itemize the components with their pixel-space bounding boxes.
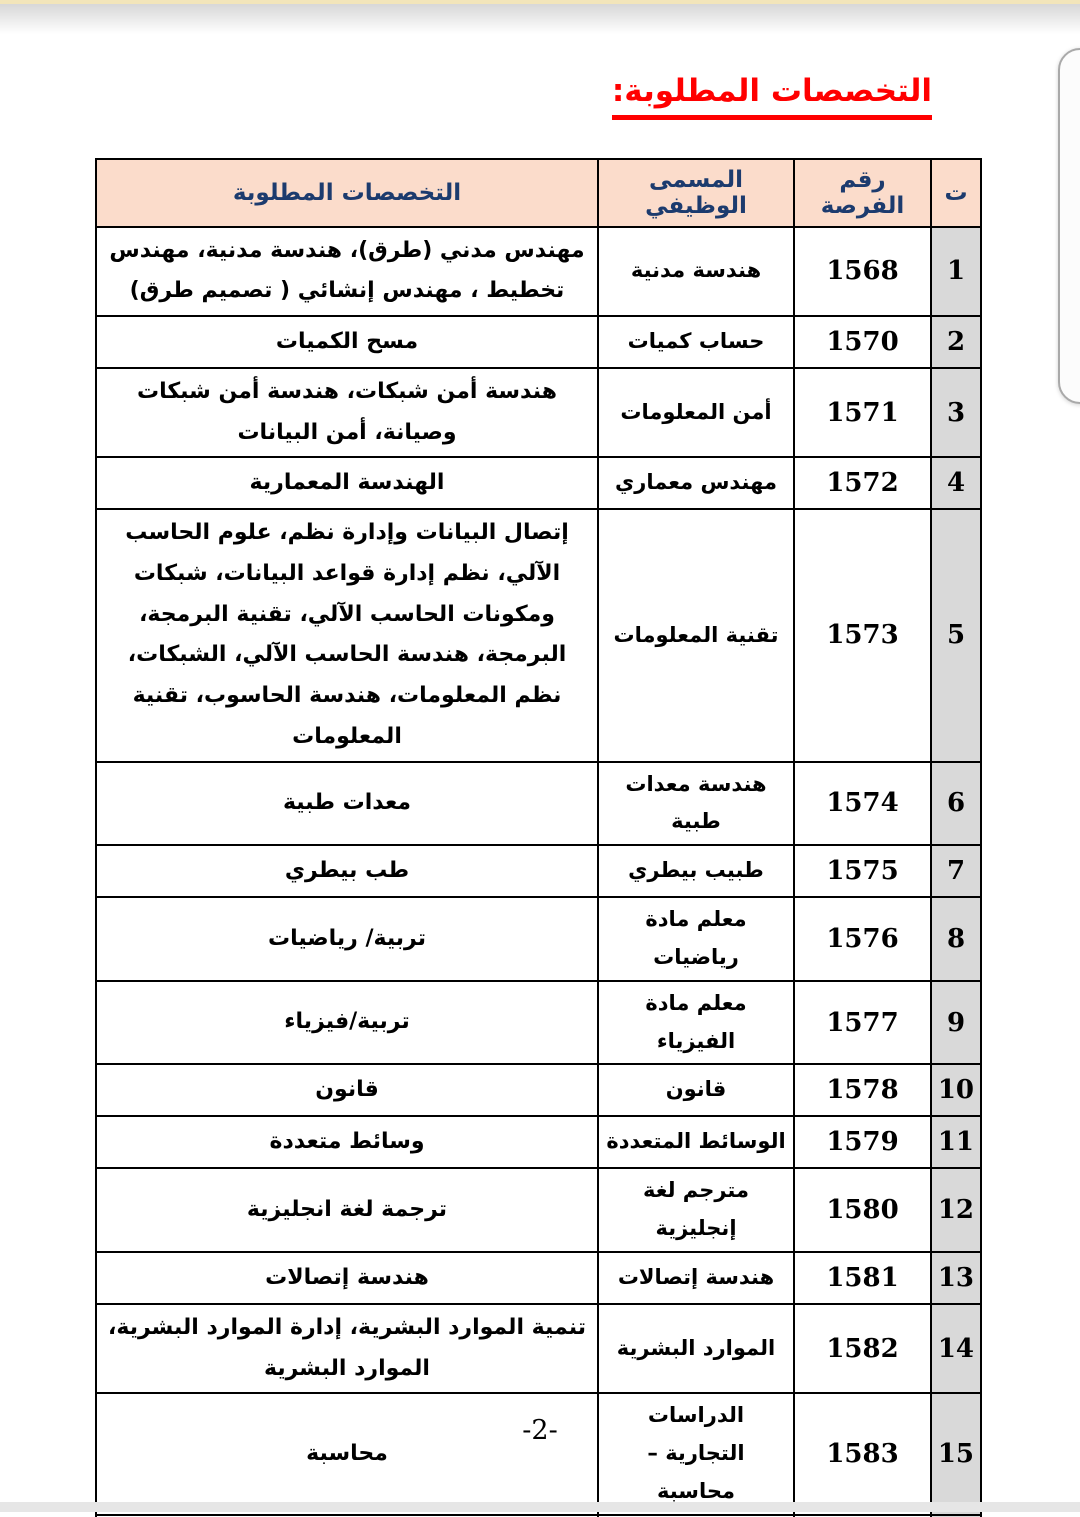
specializations-cell: هندسة إتصالات (95, 1250, 599, 1305)
top-page-shadow (0, 4, 1080, 34)
opportunity-number-cell: 1580 (793, 1167, 932, 1253)
specializations-cell: مسح الكميات (95, 315, 599, 370)
specializations-cell: هندسة الكيمياء والمعالجة التحويلية ، اله… (95, 1513, 599, 1517)
specializations-cell: هندسة أمن شبكات، هندسة أمن شبكات وصيانة،… (95, 367, 599, 459)
table-row: 12 1580 مترجم لغة إنجليزية ترجمة لغة انجليز… (95, 1167, 982, 1253)
opportunity-number-cell: 1573 (793, 508, 932, 763)
column-header-opp: رقم الفرصة (793, 157, 932, 228)
specializations-cell: تنمية الموارد البشرية، إدارة الموارد الب… (95, 1302, 599, 1395)
opportunity-number-cell: 1581 (793, 1250, 932, 1305)
opportunity-number-cell: 1570 (793, 315, 932, 370)
job-title-cell: الوسائط المتعددة (597, 1115, 795, 1170)
scrollbar-handle[interactable] (1058, 48, 1080, 404)
column-header-specs: التخصصات المطلوبة (95, 157, 599, 228)
job-title-cell: هندسة معدات طبية (597, 760, 795, 847)
row-index-cell: 10 (930, 1063, 982, 1118)
table-row: 1 1568 هندسة مدنية مهندس مدني (طرق)، هندسة … (95, 225, 982, 318)
row-index-cell: 11 (930, 1115, 982, 1170)
page-number: -2- (522, 1415, 558, 1446)
job-title-cell: مهندس معماري (597, 456, 795, 511)
job-title-cell: الموارد البشرية (597, 1302, 795, 1395)
specializations-cell: تربية/ رياضيات (95, 896, 599, 982)
row-index-cell: 6 (930, 760, 982, 847)
table-row: 3 1571 أمن المعلومات هندسة أمن شبكات، هندسة… (95, 367, 982, 459)
column-header-job: المسمى الوظيفي (597, 157, 795, 228)
row-index-cell: 5 (930, 508, 982, 763)
row-index-cell: 1 (930, 225, 982, 318)
row-index-cell: 16 (930, 1513, 982, 1517)
opportunity-number-cell: 1571 (793, 367, 932, 459)
opportunity-number-cell: 1584 (793, 1513, 932, 1517)
job-title-cell: أمن المعلومات (597, 367, 795, 459)
table-row: 13 1581 هندسة إتصالات هندسة إتصالات (95, 1250, 982, 1305)
table-row: 9 1577 معلم مادة الفيزياء تربية/فيزياء (95, 979, 982, 1066)
job-title-cell: مترجم لغة إنجليزية (597, 1167, 795, 1253)
title-row: التخصصات المطلوبة: (0, 0, 1080, 120)
opportunity-number-cell: 1579 (793, 1115, 932, 1170)
specializations-cell: ترجمة لغة انجليزية (95, 1167, 599, 1253)
job-title-cell: هندسة إتصالات (597, 1250, 795, 1305)
opportunity-number-cell: 1577 (793, 979, 932, 1066)
row-index-cell: 7 (930, 844, 982, 899)
table-row: 161584الهندسة الكيميائيةهندسة الكيمياء و… (95, 1513, 982, 1517)
row-index-cell: 12 (930, 1167, 982, 1253)
specializations-cell: إتصال البيانات وإدارة نظم، علوم الحاسب ا… (95, 508, 599, 763)
page-gap (0, 1502, 1080, 1512)
table-row: 5 1573 تقنية المعلومات إتصال البيانات وإدار… (95, 508, 982, 763)
specializations-cell: محاسبة (95, 1392, 599, 1516)
row-index-cell: 3 (930, 367, 982, 459)
specializations-cell: الهندسة المعمارية (95, 456, 599, 511)
top-edge-line (0, 0, 1080, 4)
opportunity-number-cell: 1582 (793, 1302, 932, 1395)
job-title-cell: هندسة مدنية (597, 225, 795, 318)
specializations-cell: قانون (95, 1063, 599, 1118)
job-title-cell: الدراسات التجارية – محاسبة (597, 1392, 795, 1516)
table-row: 4 1572 مهندس معماري الهندسة المعمارية (95, 456, 982, 511)
table-row: 10 1578 قانون قانون (95, 1063, 982, 1118)
opportunity-number-cell: 1575 (793, 844, 932, 899)
job-title-cell: طبيب بيطري (597, 844, 795, 899)
job-title-cell: حساب كميات (597, 315, 795, 370)
table-body: 1 1568 هندسة مدنية مهندس مدني (طرق)، هندسة … (95, 225, 982, 1517)
specializations-table: ت رقم الفرصة المسمى الوظيفي التخصصات المطلو… (95, 157, 982, 1517)
table-row: 14 1582 الموارد البشرية تنمية الموارد البشر… (95, 1302, 982, 1395)
table-row: 7 1575 طبيب بيطري طب بيطري (95, 844, 982, 899)
table-header-row: ت رقم الفرصة المسمى الوظيفي التخصصات المطلو… (95, 157, 982, 228)
job-title-cell: معلم مادة الفيزياء (597, 979, 795, 1066)
specializations-cell: مهندس مدني (طرق)، هندسة مدنية، مهندس تخط… (95, 225, 599, 318)
row-index-cell: 4 (930, 456, 982, 511)
opportunity-number-cell: 1583 (793, 1392, 932, 1516)
specializations-cell: معدات طبية (95, 760, 599, 847)
table-container: ت رقم الفرصة المسمى الوظيفي التخصصات المطلو… (95, 157, 982, 1517)
row-index-cell: 9 (930, 979, 982, 1066)
table-row: 11 1579 الوسائط المتعددة وسائط متعددة (95, 1115, 982, 1170)
row-index-cell: 13 (930, 1250, 982, 1305)
table-row: 6 1574 هندسة معدات طبية معدات طبية (95, 760, 982, 847)
table-row: 2 1570 حساب كميات مسح الكميات (95, 315, 982, 370)
opportunity-number-cell: 1576 (793, 896, 932, 982)
job-title-cell: قانون (597, 1063, 795, 1118)
job-title-cell: تقنية المعلومات (597, 508, 795, 763)
column-header-seq: ت (930, 157, 982, 228)
row-index-cell: 14 (930, 1302, 982, 1395)
row-index-cell: 15 (930, 1392, 982, 1516)
specializations-cell: طب بيطري (95, 844, 599, 899)
job-title-cell: معلم مادة رياضيات (597, 896, 795, 982)
specializations-cell: وسائط متعددة (95, 1115, 599, 1170)
specializations-cell: تربية/فيزياء (95, 979, 599, 1066)
row-index-cell: 2 (930, 315, 982, 370)
opportunity-number-cell: 1572 (793, 456, 932, 511)
page-title: التخصصات المطلوبة: (611, 73, 932, 120)
opportunity-number-cell: 1578 (793, 1063, 932, 1118)
table-row: 15 1583 الدراسات التجارية – محاسبة محاسبة (95, 1392, 982, 1516)
row-index-cell: 8 (930, 896, 982, 982)
job-title-cell: الهندسة الكيميائية (597, 1513, 795, 1517)
opportunity-number-cell: 1574 (793, 760, 932, 847)
opportunity-number-cell: 1568 (793, 225, 932, 318)
table-row: 8 1576 معلم مادة رياضيات تربية/ رياضيات (95, 896, 982, 982)
